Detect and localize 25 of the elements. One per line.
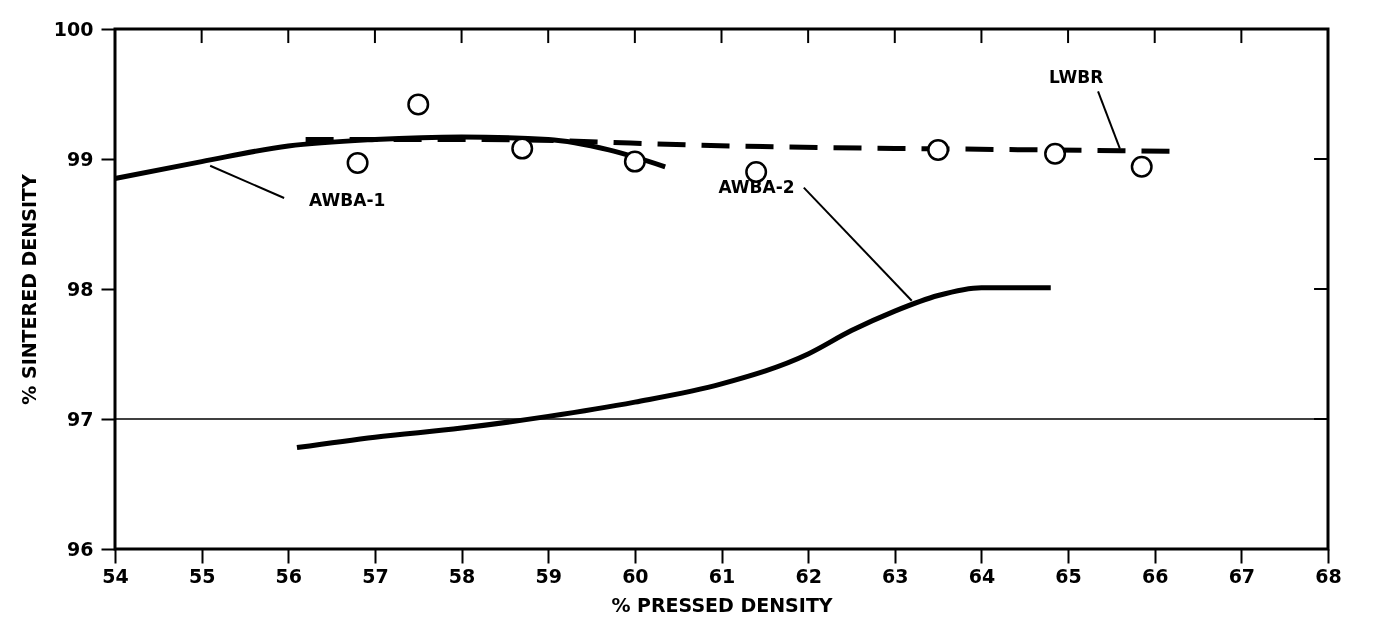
y-tick-label: 96 <box>67 537 94 560</box>
y-tick-label: 99 <box>67 147 94 170</box>
y-axis-title: % SINTERED DENSITY <box>17 174 40 405</box>
x-tick-label: 63 <box>882 564 909 587</box>
y-tick-label: 98 <box>67 277 94 300</box>
x-tick-label: 54 <box>102 564 129 587</box>
x-tick-label: 65 <box>1055 564 1082 587</box>
x-tick-label: 66 <box>1141 564 1169 587</box>
x-tick-label: 64 <box>968 564 996 587</box>
text: LWBR <box>1049 67 1104 88</box>
x-tick-label: 67 <box>1228 564 1256 587</box>
x-tick-label: 56 <box>275 564 303 587</box>
x-tick-label: 61 <box>708 564 736 587</box>
x-tick-label: 55 <box>188 564 216 587</box>
x-tick-label: 62 <box>795 564 822 587</box>
x-tick-label: 59 <box>535 564 562 587</box>
y-tick-label: 100 <box>53 17 94 40</box>
x-tick-label: 60 <box>622 564 649 587</box>
x-axis-title: % PRESSED DENSITY <box>611 593 833 616</box>
text: AWBA-2 <box>718 176 795 197</box>
y-tick-label: 97 <box>67 407 94 430</box>
x-tick-label: 58 <box>448 564 476 587</box>
text: AWBA-1 <box>309 189 386 210</box>
x-tick-label: 57 <box>362 564 389 587</box>
x-tick-label: 68 <box>1315 564 1342 587</box>
